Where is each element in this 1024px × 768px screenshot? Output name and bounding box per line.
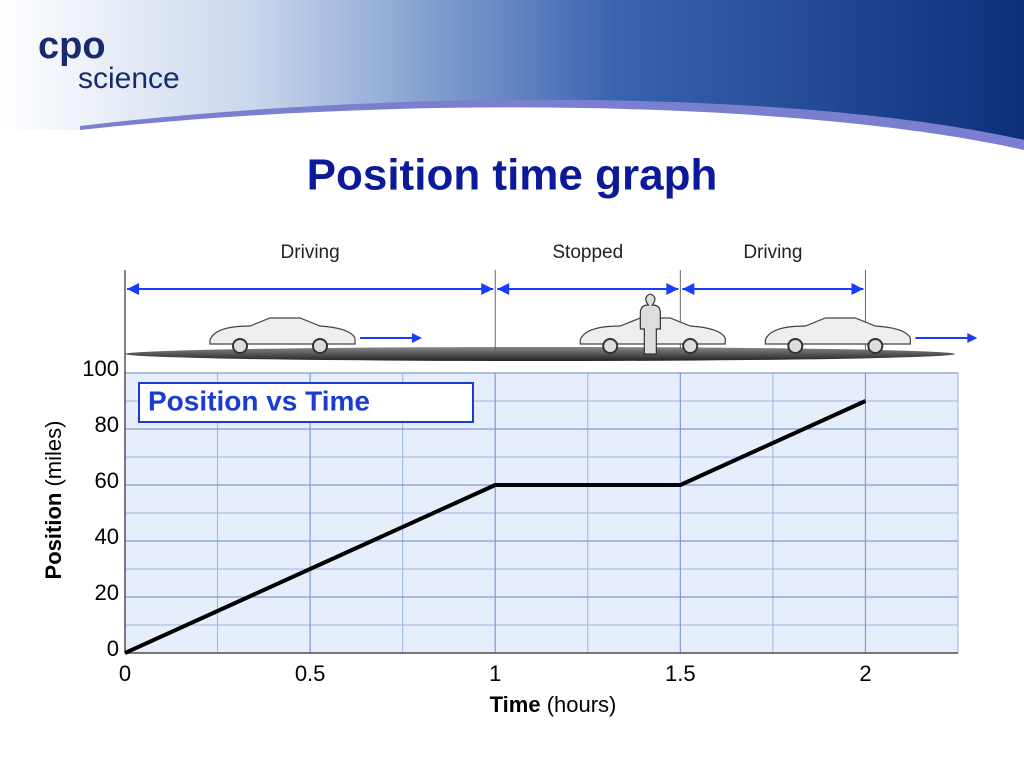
slide-title: Position time graph xyxy=(307,151,718,200)
logo-bottom: science xyxy=(78,62,180,95)
header-banner xyxy=(0,0,1024,140)
y-tick-label: 40 xyxy=(95,524,119,549)
wheel xyxy=(682,338,699,354)
y-label-name: Position xyxy=(41,493,66,580)
wheel xyxy=(867,338,884,354)
x-label-name: Time xyxy=(490,692,541,717)
x-tick-label: 0.5 xyxy=(295,661,326,686)
wheel xyxy=(787,338,804,354)
x-tick-label: 0 xyxy=(119,661,131,686)
ground xyxy=(125,347,955,361)
person xyxy=(639,293,661,355)
segment-label: Driving xyxy=(281,242,340,263)
chart-title: Position vs Time xyxy=(148,385,370,416)
x-tick-label: 2 xyxy=(859,661,871,686)
x-tick-label: 1.5 xyxy=(665,661,696,686)
wheel xyxy=(312,338,328,354)
x-tick-label: 1 xyxy=(489,661,501,686)
y-tick-label: 100 xyxy=(82,356,119,381)
x-axis-label: Time (hours) xyxy=(490,692,617,717)
car xyxy=(209,317,356,345)
data-line xyxy=(124,399,867,655)
segment-label: Stopped xyxy=(552,242,623,263)
x-label-unit: (hours) xyxy=(547,692,617,717)
y-axis-label: Position (miles) xyxy=(41,421,66,580)
wheel xyxy=(602,338,619,354)
arrow-head xyxy=(967,333,978,343)
y-tick-label: 20 xyxy=(95,580,119,605)
header-swoosh xyxy=(80,99,1024,150)
car xyxy=(764,317,911,345)
logo-top: cpo xyxy=(38,25,106,67)
y-label-unit: (miles) xyxy=(41,421,66,487)
y-tick-label: 60 xyxy=(95,468,119,493)
arrow-head xyxy=(412,333,422,343)
y-tick-label: 80 xyxy=(95,412,119,437)
segment-label: Driving xyxy=(743,242,802,263)
chart-title-box xyxy=(138,382,474,423)
wheel xyxy=(232,338,248,354)
y-tick-label: 0 xyxy=(107,636,119,661)
